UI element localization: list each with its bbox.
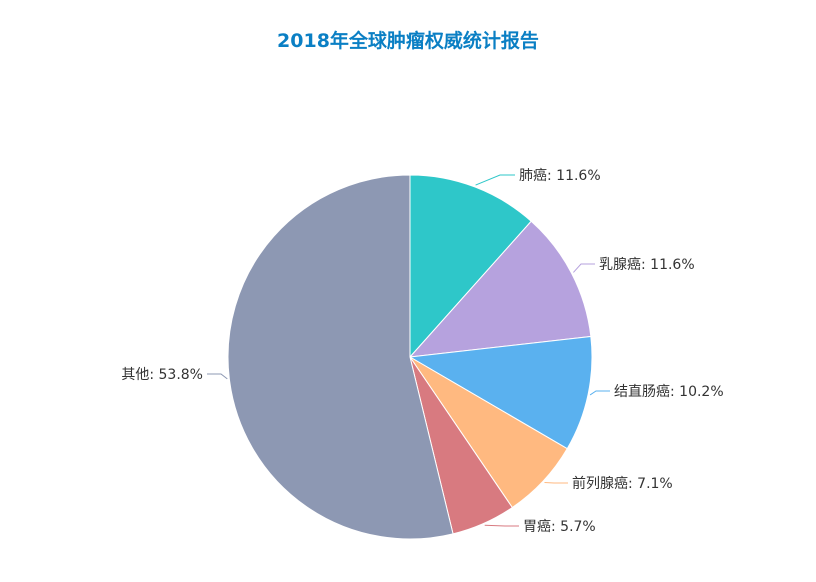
pie-slice-0[interactable] xyxy=(409,174,532,359)
leader-line-2 xyxy=(589,390,610,396)
slice-label-2: 结直肠癌: 10.2% xyxy=(614,383,724,400)
pie-slice-2[interactable] xyxy=(408,335,593,450)
pie-slice-5[interactable] xyxy=(227,174,454,540)
leader-line-3 xyxy=(544,482,568,484)
pie-slice-1[interactable] xyxy=(408,220,592,358)
slice-label-0: 肺癌: 11.6% xyxy=(519,168,601,184)
slice-label-1: 乳腺癌: 11.6% xyxy=(599,257,695,273)
slice-label-5: 其他: 53.8% xyxy=(121,367,203,383)
slice-label-4: 胃癌: 5.7% xyxy=(523,519,596,535)
leader-line-0 xyxy=(475,174,515,186)
chart-title: 2018年全球肿瘤权威统计报告 xyxy=(277,30,539,52)
leader-line-4 xyxy=(484,524,519,527)
slice-label-3: 前列腺癌: 7.1% xyxy=(572,475,673,492)
leader-line-1 xyxy=(573,263,595,273)
leader-line-5 xyxy=(207,373,228,380)
